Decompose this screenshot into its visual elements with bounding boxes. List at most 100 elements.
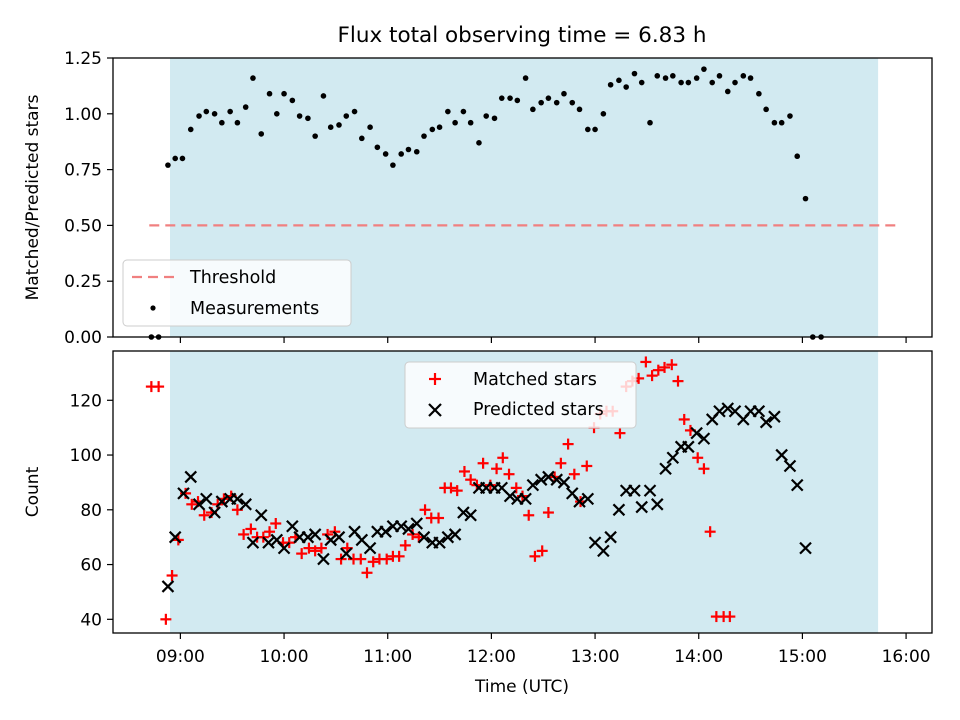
measurement-point	[250, 75, 256, 81]
x-tick-label: 13:00	[571, 647, 620, 667]
matched-star-point	[238, 528, 250, 540]
matched-star-point	[614, 427, 626, 439]
predicted-star-point	[519, 492, 532, 506]
top-y-ticks: 0.00 0.25 0.50 0.75 1.00 1.25	[64, 49, 113, 348]
predicted-star-point	[635, 500, 648, 514]
x-tick-label: 12:00	[467, 647, 516, 667]
legend-matched-swatch	[429, 373, 441, 385]
predicted-star-point	[308, 528, 322, 541]
matched-star-point	[180, 487, 192, 499]
predicted-star-point	[790, 478, 804, 492]
x-axis-label: Time (UTC)	[474, 677, 569, 697]
matched-star-point	[640, 356, 652, 368]
y-tick-label: 60	[80, 556, 102, 576]
matched-star-point	[153, 381, 165, 393]
predicted-star-point	[775, 448, 788, 462]
measurement-point	[747, 75, 754, 81]
measurement-point	[452, 119, 458, 126]
x-tick-label: 09:00	[156, 647, 205, 667]
measurement-point	[398, 151, 405, 157]
measurement-point	[211, 111, 218, 117]
predicted-star-point	[379, 525, 392, 538]
measurement-point	[390, 162, 396, 168]
predicted-star-point	[448, 528, 462, 541]
y-tick-label: 0.50	[64, 216, 102, 236]
measurement-point	[234, 119, 241, 126]
measurement-point	[367, 124, 373, 130]
matched-star-point	[399, 539, 411, 551]
measurement-point	[787, 113, 793, 119]
matched-star-point	[445, 482, 457, 494]
measurement-point	[296, 113, 303, 119]
matched-star-point	[315, 542, 327, 554]
measurement-point	[312, 133, 318, 139]
matched-star-point	[666, 359, 678, 371]
legend-predicted-label: Predicted stars	[473, 400, 604, 420]
measurement-point	[756, 90, 762, 97]
legend-measurements-label: Measurements	[190, 299, 319, 319]
matched-star-point	[355, 553, 367, 565]
matched-star-point	[381, 553, 393, 565]
measurement-point	[685, 79, 692, 86]
predicted-star-point	[402, 522, 415, 536]
count-panel: 40 60 80 100 120 09:00 10:00 11:00 12:00 13:00 14…	[23, 350, 933, 697]
measurement-point	[530, 106, 536, 113]
measurement-point	[172, 155, 179, 162]
measurement-point	[662, 75, 669, 81]
matched-star-point	[503, 468, 515, 480]
predicted-star-point	[277, 541, 291, 555]
predicted-star-point	[597, 544, 610, 558]
count-points	[145, 356, 812, 625]
measurement-point	[771, 119, 778, 126]
matched-star-point	[198, 509, 210, 521]
x-tick-label: 14:00	[674, 647, 723, 667]
measurement-point	[522, 75, 529, 81]
predicted-star-point	[783, 459, 797, 473]
measurement-point	[460, 108, 467, 115]
matched-star-point	[672, 375, 684, 387]
measurement-point	[607, 81, 614, 88]
matched-star-point	[497, 452, 509, 464]
predicted-star-point	[239, 498, 252, 511]
y-tick-label: 0.75	[64, 161, 102, 181]
measurement-point	[289, 97, 296, 104]
predicted-star-point	[464, 508, 477, 522]
matched-star-point	[562, 438, 574, 450]
y-tick-label: 0.25	[64, 272, 102, 292]
measurement-point	[429, 126, 436, 133]
predicted-star-point	[417, 530, 431, 544]
measurement-point	[382, 151, 389, 157]
measurement-point	[476, 140, 482, 146]
matched-star-point	[523, 509, 535, 521]
matched-star-point	[451, 485, 463, 497]
measurement-point	[709, 79, 716, 86]
matched-star-point	[652, 364, 664, 376]
y-tick-label: 1.00	[64, 105, 102, 125]
measurement-point	[336, 122, 342, 128]
measurement-point	[483, 113, 490, 119]
bottom-legend-box	[404, 361, 637, 429]
matched-star-point	[529, 550, 541, 562]
matched-star-point	[303, 542, 315, 554]
matched-star-point	[542, 507, 554, 519]
predicted-star-point	[457, 506, 470, 519]
measurement-point	[538, 99, 544, 106]
measurement-point	[716, 73, 723, 79]
measurement-point	[165, 162, 171, 168]
y-tick-label: 100	[70, 446, 102, 466]
predicted-star-point	[254, 508, 268, 522]
predicted-star-point	[581, 492, 595, 506]
chart-title: Flux total observing time = 6.83 h	[338, 23, 707, 48]
predicted-star-point	[721, 402, 735, 415]
y-tick-label: 0.00	[64, 328, 102, 348]
matched-star-point	[724, 611, 736, 623]
matched-star-point	[458, 465, 470, 477]
measurement-point	[569, 99, 576, 106]
predicted-star-point	[697, 432, 711, 445]
x-tick-label: 16:00	[882, 647, 931, 667]
measurement-point	[585, 126, 591, 133]
predicted-star-point	[161, 580, 175, 593]
bottom-y-axis-label: Count	[23, 466, 43, 517]
predicted-star-point	[339, 547, 353, 560]
top-legend: Threshold Measurements	[122, 259, 352, 327]
